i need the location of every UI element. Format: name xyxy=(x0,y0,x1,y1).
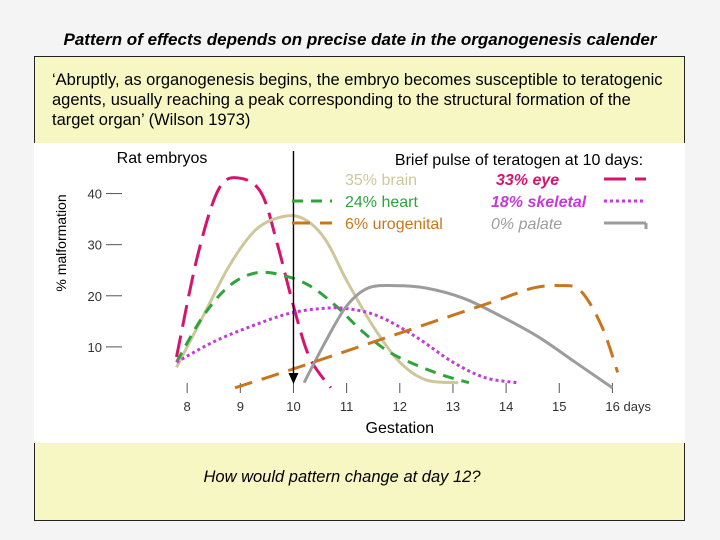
x-tick-label: 11 xyxy=(340,399,354,414)
x-tick-label: 12 xyxy=(393,399,407,414)
x-tick-label: 8 xyxy=(184,399,191,414)
x-tick-label: 13 xyxy=(446,399,460,414)
legend-label: 24% heart xyxy=(345,194,418,211)
series-line-urogenital xyxy=(234,283,620,390)
series-line-eye xyxy=(175,176,332,389)
chart-area: 8 9 10 11 12 13 14 15 16 days 10 20 30 40 Gestation % … xyxy=(34,143,685,443)
legend-label: 33% eye xyxy=(496,172,559,189)
series-line-brain xyxy=(175,214,459,385)
y-axis-label: % malformation xyxy=(53,194,69,291)
x-tick-label: 16 days xyxy=(605,399,651,414)
y-tick-label: 40 xyxy=(88,187,102,202)
chart-title: Rat embryos xyxy=(117,150,208,167)
series-line-palate xyxy=(302,283,614,390)
series-line-heart xyxy=(175,270,470,385)
slide-title: Pattern of effects depends on precise da… xyxy=(63,30,657,49)
legend-label: 0% palate xyxy=(491,216,562,233)
pulse-marker-arrow xyxy=(288,373,299,384)
x-tick-label: 10 xyxy=(286,399,300,414)
y-tick-label: 30 xyxy=(88,238,102,253)
legend-label: 18% skeletal xyxy=(491,194,587,211)
series-line-skeletal xyxy=(175,306,517,385)
malformation-chart: 8 9 10 11 12 13 14 15 16 days 10 20 30 40 Gestation % … xyxy=(53,150,651,437)
x-tick-label: 14 xyxy=(499,399,513,414)
question-text: How would pattern change at day 12? xyxy=(203,468,481,486)
legend-label: 6% urogenital xyxy=(345,216,443,233)
legend-label: 35% brain xyxy=(345,172,417,189)
y-tick-label: 10 xyxy=(88,340,102,355)
x-tick-label: 9 xyxy=(237,399,244,414)
annotation-text: Brief pulse of teratogen at 10 days: xyxy=(395,152,643,169)
y-tick-label: 20 xyxy=(88,289,102,304)
x-axis-label: Gestation xyxy=(366,420,434,437)
quote-text: ‘Abruptly, as organogenesis begins, the … xyxy=(52,71,663,129)
x-tick-label: 15 xyxy=(552,399,566,414)
